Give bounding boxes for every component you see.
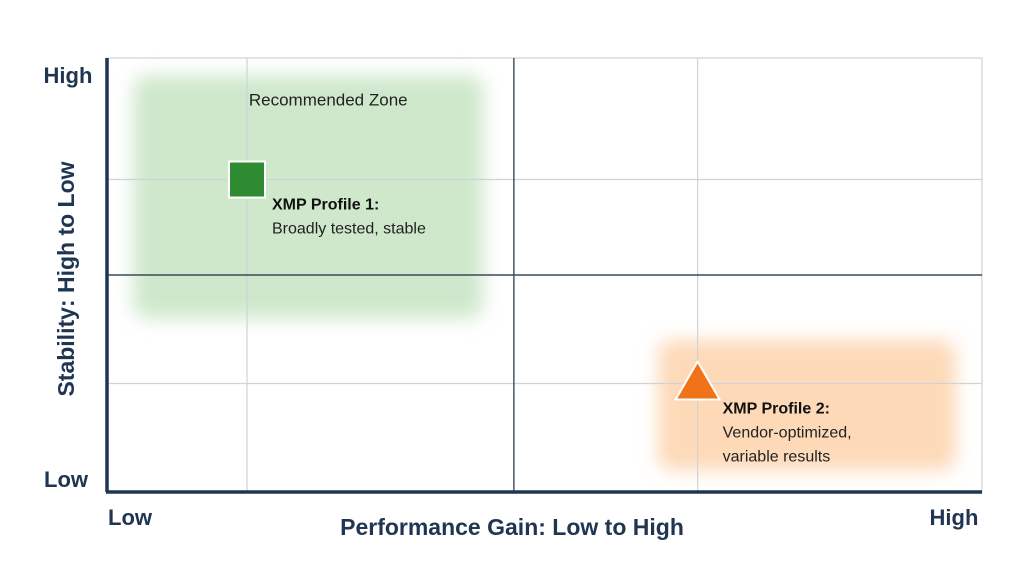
zone-1 — [133, 75, 484, 319]
point-title-2: XMP Profile 2: — [723, 401, 830, 418]
y-low-label: Low — [44, 467, 89, 492]
point-desc-2-1: Vendor-optimized, — [723, 425, 852, 442]
points-layer: XMP Profile 1: Broadly tested, stable XMP … — [228, 160, 852, 466]
point-marker-triangle — [674, 360, 721, 401]
zone-2 — [658, 340, 956, 471]
zones-layer: Recommended Zone — [133, 75, 956, 471]
point-marker-square — [228, 160, 266, 199]
point-title-1: XMP Profile 1: — [272, 197, 379, 214]
point-desc-2-2: variable results — [723, 449, 831, 466]
zone-label: Recommended Zone — [249, 90, 408, 109]
axes-layer — [105, 58, 982, 494]
point-desc-1-1: Broadly tested, stable — [272, 221, 426, 238]
y-axis-title: Stability: High to Low — [53, 161, 79, 396]
x-axis-title: Performance Gain: Low to High — [340, 514, 684, 540]
y-high-label: High — [44, 63, 93, 88]
x-high-label: High — [930, 505, 979, 530]
x-low-label: Low — [108, 505, 153, 530]
